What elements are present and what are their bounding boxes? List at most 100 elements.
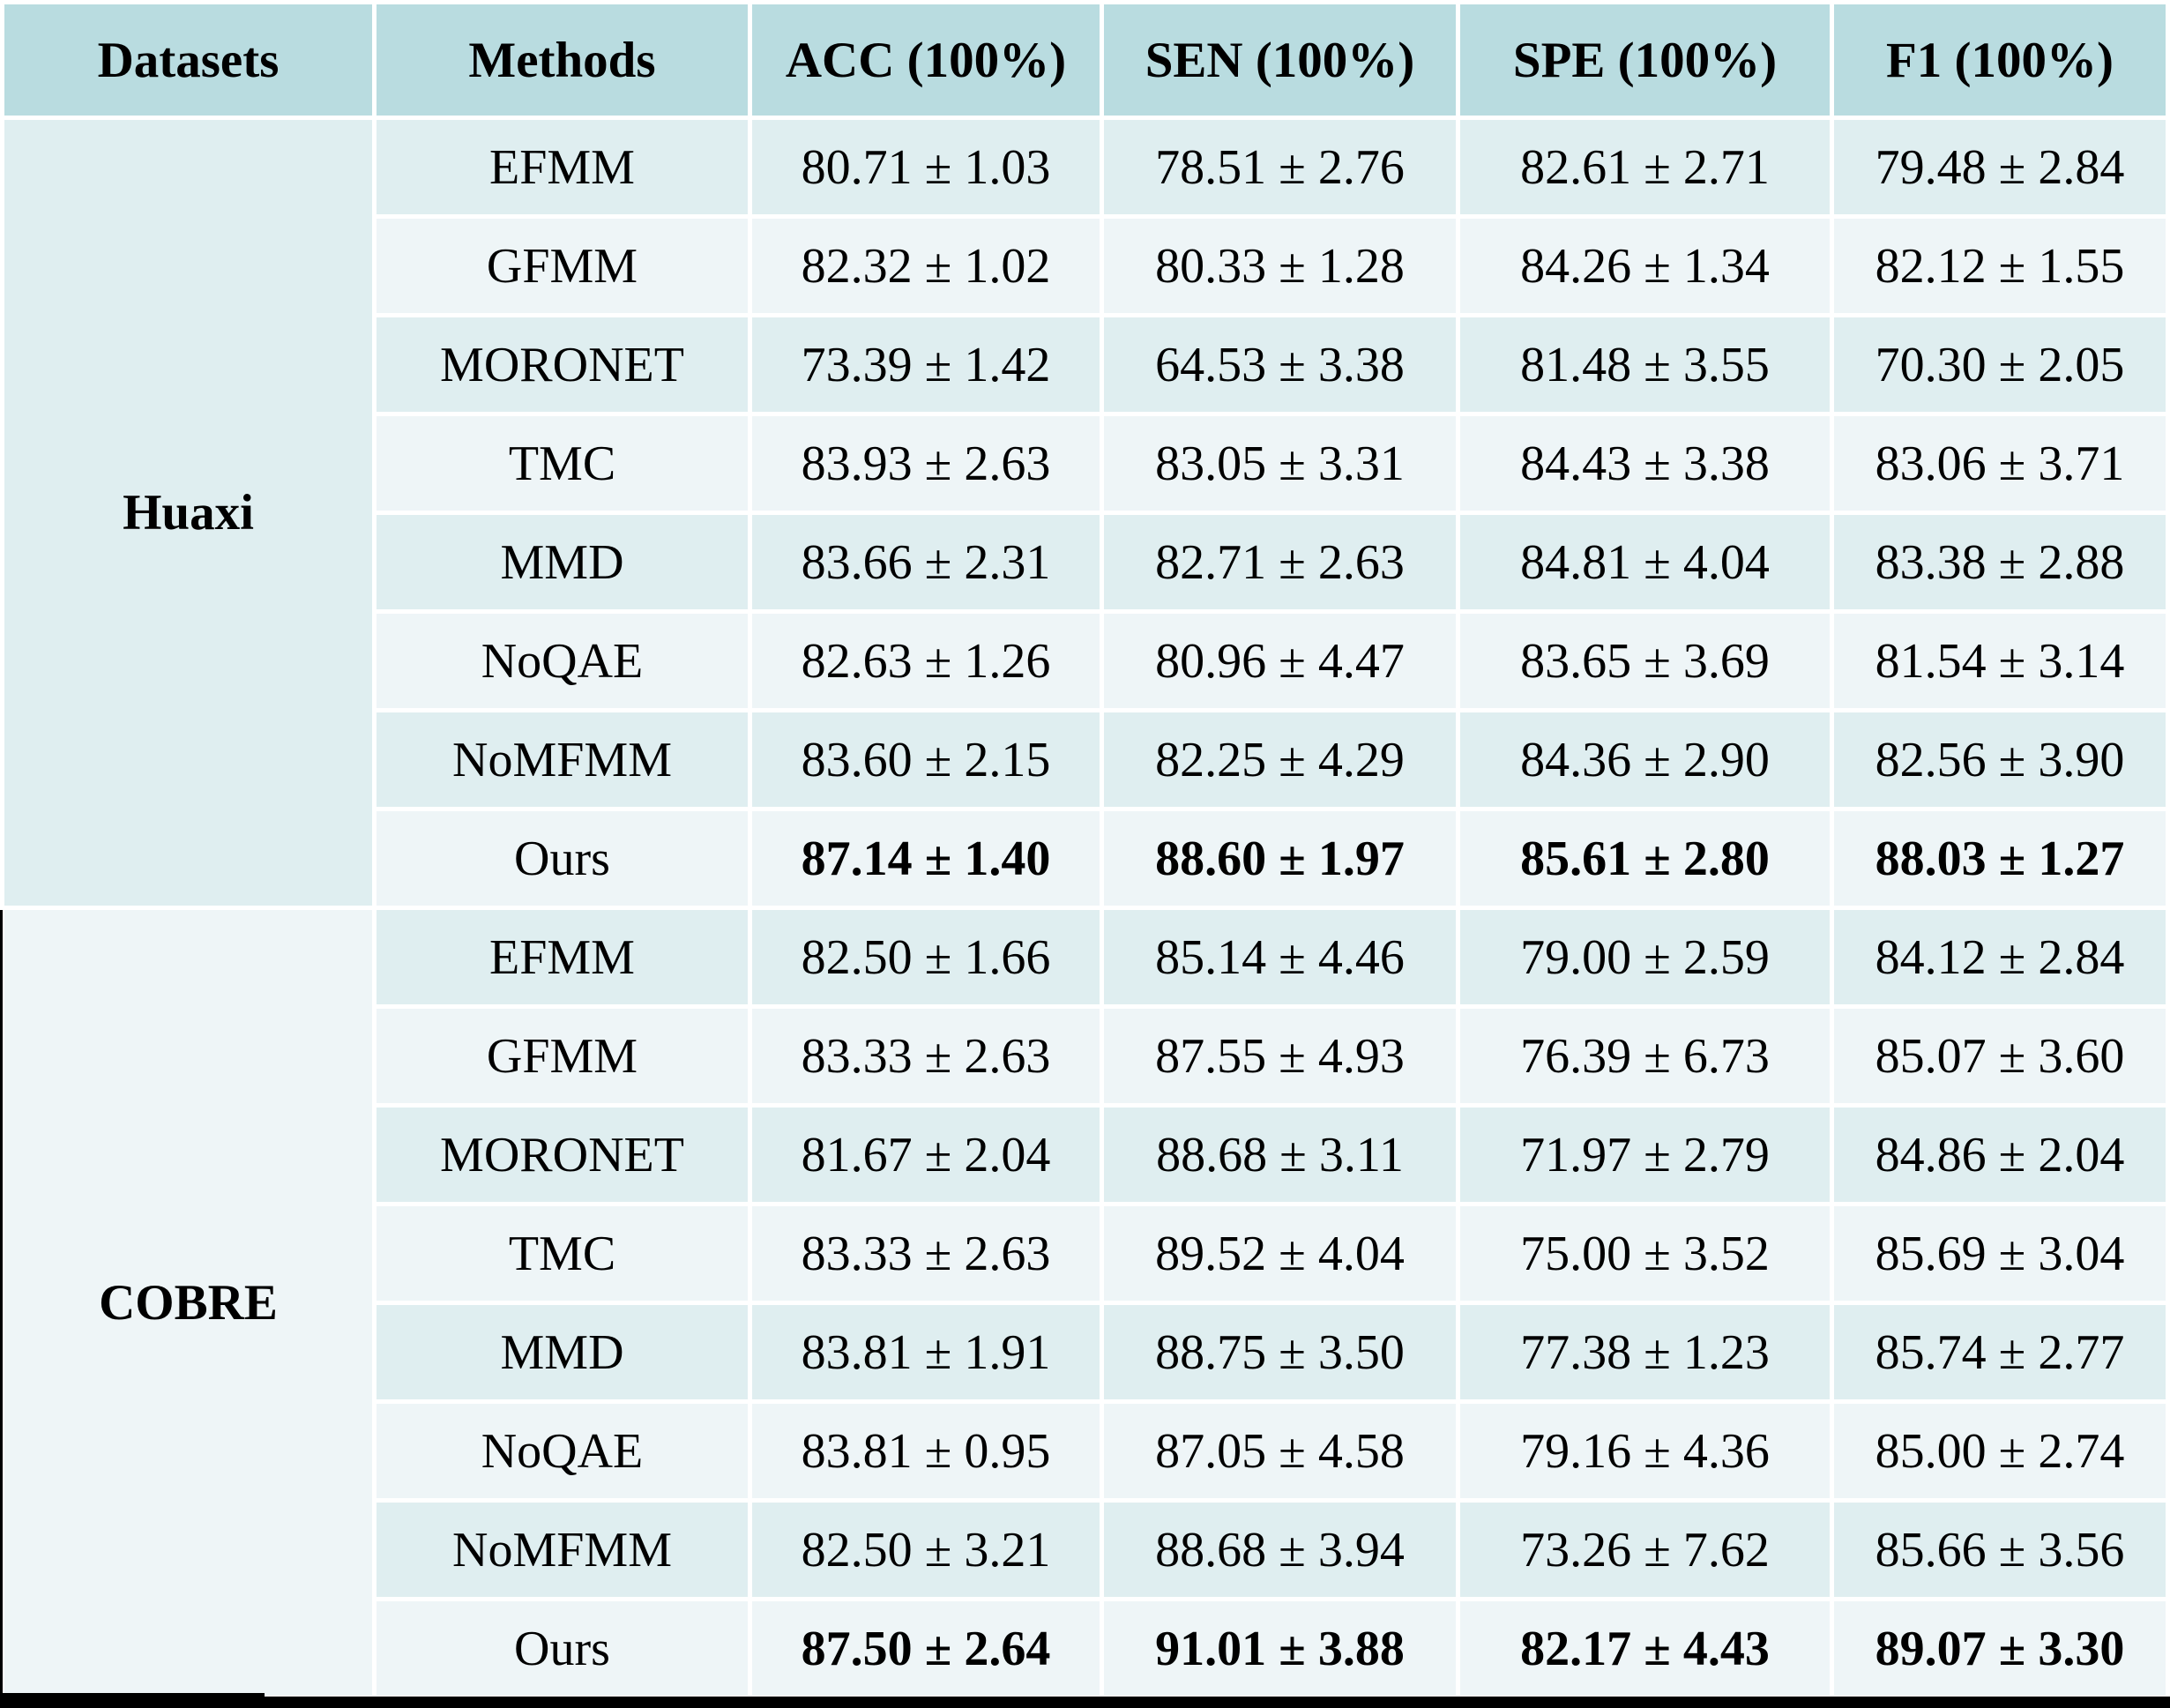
acc-value-cell: 83.60 ± 2.15 (752, 712, 1100, 807)
acc-value-cell: 83.33 ± 2.63 (752, 1009, 1100, 1103)
method-cell: Ours (377, 1601, 748, 1696)
method-cell: GFMM (377, 219, 748, 313)
method-cell: NoQAE (377, 614, 748, 708)
column-header-f1: F1 (100%) (1834, 4, 2166, 116)
spe-value-cell: 79.16 ± 4.36 (1460, 1404, 1830, 1498)
sen-value-cell: 85.14 ± 4.46 (1104, 910, 1456, 1004)
spe-value-cell: 79.00 ± 2.59 (1460, 910, 1830, 1004)
method-cell: NoQAE (377, 1404, 748, 1498)
table-row: MMD 83.66 ± 2.31 82.71 ± 2.63 84.81 ± 4.04 8… (4, 515, 2166, 609)
f1-value-cell: 85.74 ± 2.77 (1834, 1305, 2166, 1399)
table-row: Ours 87.50 ± 2.64 91.01 ± 3.88 82.17 ± 4.43… (4, 1601, 2166, 1696)
spe-value-cell: 84.36 ± 2.90 (1460, 712, 1830, 807)
sen-value-cell: 82.25 ± 4.29 (1104, 712, 1456, 807)
f1-value-cell: 81.54 ± 3.14 (1834, 614, 2166, 708)
method-cell: MORONET (377, 1108, 748, 1202)
column-header-sen: SEN (100%) (1104, 4, 1456, 116)
method-cell: GFMM (377, 1009, 748, 1103)
table-row: NoQAE 83.81 ± 0.95 87.05 ± 4.58 79.16 ± 4.3… (4, 1404, 2166, 1498)
acc-value-cell: 83.93 ± 2.63 (752, 416, 1100, 511)
acc-value-cell: 83.81 ± 1.91 (752, 1305, 1100, 1399)
table-row: NoMFMM 82.50 ± 3.21 88.68 ± 3.94 73.26 ± 7.… (4, 1503, 2166, 1597)
acc-value-cell: 87.14 ± 1.40 (752, 811, 1100, 906)
f1-value-cell: 85.69 ± 3.04 (1834, 1206, 2166, 1301)
sen-value-cell: 88.68 ± 3.11 (1104, 1108, 1456, 1202)
spe-value-cell: 82.61 ± 2.71 (1460, 120, 1830, 214)
spe-value-cell: 82.17 ± 4.43 (1460, 1601, 1830, 1696)
method-cell: MMD (377, 515, 748, 609)
method-cell: MMD (377, 1305, 748, 1399)
table-row: GFMM 82.32 ± 1.02 80.33 ± 1.28 84.26 ± 1.34… (4, 219, 2166, 313)
acc-value-cell: 80.71 ± 1.03 (752, 120, 1100, 214)
table-row: MORONET 81.67 ± 2.04 88.68 ± 3.11 71.97 ± 2… (4, 1108, 2166, 1202)
spe-value-cell: 83.65 ± 3.69 (1460, 614, 1830, 708)
sen-value-cell: 80.33 ± 1.28 (1104, 219, 1456, 313)
f1-value-cell: 84.86 ± 2.04 (1834, 1108, 2166, 1202)
f1-value-cell: 70.30 ± 2.05 (1834, 317, 2166, 412)
spe-value-cell: 84.81 ± 4.04 (1460, 515, 1830, 609)
sen-value-cell: 87.55 ± 4.93 (1104, 1009, 1456, 1103)
method-cell: EFMM (377, 120, 748, 214)
f1-value-cell: 83.38 ± 2.88 (1834, 515, 2166, 609)
sen-value-cell: 83.05 ± 3.31 (1104, 416, 1456, 511)
dataset-cell: Huaxi (4, 120, 372, 906)
method-cell: TMC (377, 416, 748, 511)
f1-value-cell: 82.56 ± 3.90 (1834, 712, 2166, 807)
acc-value-cell: 83.66 ± 2.31 (752, 515, 1100, 609)
sen-value-cell: 87.05 ± 4.58 (1104, 1404, 1456, 1498)
acc-value-cell: 73.39 ± 1.42 (752, 317, 1100, 412)
table-row: Ours 87.14 ± 1.40 88.60 ± 1.97 85.61 ± 2.80… (4, 811, 2166, 906)
f1-value-cell: 85.07 ± 3.60 (1834, 1009, 2166, 1103)
sen-value-cell: 89.52 ± 4.04 (1104, 1206, 1456, 1301)
spe-value-cell: 77.38 ± 1.23 (1460, 1305, 1830, 1399)
table-bottom-rule-left (0, 1693, 265, 1708)
dataset-cell: COBRE (4, 910, 372, 1696)
spe-value-cell: 84.26 ± 1.34 (1460, 219, 1830, 313)
spe-value-cell: 85.61 ± 2.80 (1460, 811, 1830, 906)
sen-value-cell: 88.75 ± 3.50 (1104, 1305, 1456, 1399)
f1-value-cell: 82.12 ± 1.55 (1834, 219, 2166, 313)
sen-value-cell: 88.68 ± 3.94 (1104, 1503, 1456, 1597)
method-cell: NoMFMM (377, 712, 748, 807)
table-row: TMC 83.93 ± 2.63 83.05 ± 3.31 84.43 ± 3.38 8… (4, 416, 2166, 511)
acc-value-cell: 82.32 ± 1.02 (752, 219, 1100, 313)
acc-value-cell: 87.50 ± 2.64 (752, 1601, 1100, 1696)
sen-value-cell: 91.01 ± 3.88 (1104, 1601, 1456, 1696)
f1-value-cell: 88.03 ± 1.27 (1834, 811, 2166, 906)
spe-value-cell: 81.48 ± 3.55 (1460, 317, 1830, 412)
table-row: NoMFMM 83.60 ± 2.15 82.25 ± 4.29 84.36 ± 2.… (4, 712, 2166, 807)
f1-value-cell: 83.06 ± 3.71 (1834, 416, 2166, 511)
spe-value-cell: 84.43 ± 3.38 (1460, 416, 1830, 511)
f1-value-cell: 84.12 ± 2.84 (1834, 910, 2166, 1004)
acc-value-cell: 81.67 ± 2.04 (752, 1108, 1100, 1202)
f1-value-cell: 89.07 ± 3.30 (1834, 1601, 2166, 1696)
column-header-acc: ACC (100%) (752, 4, 1100, 116)
sen-value-cell: 80.96 ± 4.47 (1104, 614, 1456, 708)
spe-value-cell: 73.26 ± 7.62 (1460, 1503, 1830, 1597)
header-row: Datasets Methods ACC (100%) SEN (100%) S… (4, 4, 2166, 116)
sen-value-cell: 88.60 ± 1.97 (1104, 811, 1456, 906)
acc-value-cell: 82.63 ± 1.26 (752, 614, 1100, 708)
sen-value-cell: 64.53 ± 3.38 (1104, 317, 1456, 412)
column-header-spe: SPE (100%) (1460, 4, 1830, 116)
sen-value-cell: 82.71 ± 2.63 (1104, 515, 1456, 609)
method-cell: TMC (377, 1206, 748, 1301)
method-cell: NoMFMM (377, 1503, 748, 1597)
spe-value-cell: 71.97 ± 2.79 (1460, 1108, 1830, 1202)
table-row: Huaxi EFMM 80.71 ± 1.03 78.51 ± 2.76 82.61 ±… (4, 120, 2166, 906)
acc-value-cell: 83.33 ± 2.63 (752, 1206, 1100, 1301)
table-row: NoQAE 82.63 ± 1.26 80.96 ± 4.47 83.65 ± 3.6… (4, 614, 2166, 708)
table-row: COBRE EFMM 82.50 ± 1.66 85.14 ± 4.46 79.00 ±… (4, 910, 2166, 1696)
spe-value-cell: 76.39 ± 6.73 (1460, 1009, 1830, 1103)
f1-value-cell: 79.48 ± 2.84 (1834, 120, 2166, 214)
table-bottom-rule (0, 1697, 2170, 1708)
table-row: TMC 83.33 ± 2.63 89.52 ± 4.04 75.00 ± 3.52 8… (4, 1206, 2166, 1301)
f1-value-cell: 85.66 ± 3.56 (1834, 1503, 2166, 1597)
method-cell: MORONET (377, 317, 748, 412)
acc-value-cell: 83.81 ± 0.95 (752, 1404, 1100, 1498)
table-row: MMD 83.81 ± 1.91 88.75 ± 3.50 77.38 ± 1.23 8… (4, 1305, 2166, 1399)
column-header-datasets: Datasets (4, 4, 372, 116)
table-left-rule (0, 910, 3, 1708)
method-cell: EFMM (377, 910, 748, 1004)
